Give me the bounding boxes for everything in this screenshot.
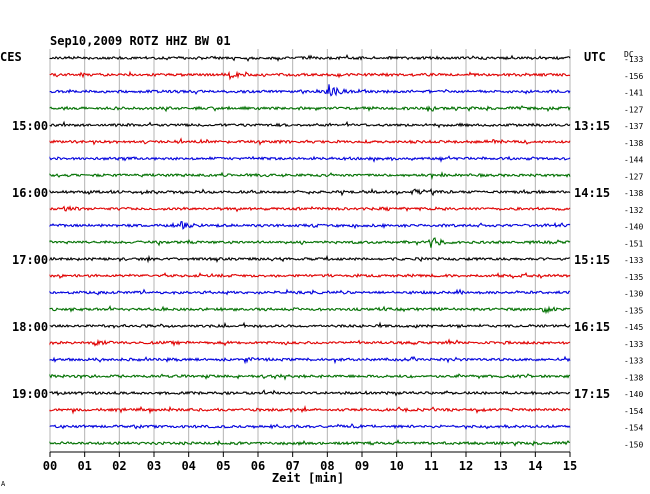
x-tick-label: 12 <box>459 459 473 473</box>
trace-7 <box>49 171 571 181</box>
x-axis-label: Zeit [min] <box>272 471 344 485</box>
left-hour-labels: 15:00 16:00 17:00 18:00 19:00 <box>12 119 48 401</box>
dc-offset-label: -154 <box>624 424 643 433</box>
dc-offset-label: -140 <box>624 390 643 399</box>
dc-offset-label: -133 <box>624 256 643 265</box>
trace-17 <box>49 338 571 347</box>
trace-10 <box>49 221 571 230</box>
trace-22 <box>49 423 571 431</box>
trace-4 <box>49 120 571 129</box>
trace-group <box>49 53 571 447</box>
right-hour-label: 14:15 <box>574 186 610 200</box>
dc-offset-label: -138 <box>624 373 643 382</box>
dc-offset-label: -133 <box>624 55 643 64</box>
dc-offset-label: -151 <box>624 239 643 248</box>
x-tick-label: 10 <box>389 459 403 473</box>
trace-13 <box>49 271 571 280</box>
dc-offset-label: -127 <box>624 105 643 114</box>
dc-offset-label: -138 <box>624 189 643 198</box>
x-tick-label: 07 <box>285 459 299 473</box>
left-hour-label: 16:00 <box>12 186 48 200</box>
dc-offset-label: -132 <box>624 206 643 215</box>
trace-16 <box>49 321 571 329</box>
dc-offset-label: -137 <box>624 122 643 131</box>
left-hour-label: 19:00 <box>12 387 48 401</box>
dc-offset-labels: -133 -156 -141 -127 -137 -138 -144 -127 -138 -132… <box>624 55 643 449</box>
left-hour-label: 17:00 <box>12 253 48 267</box>
dc-offset-label: -135 <box>624 273 643 282</box>
dc-offset-label: -130 <box>624 290 643 299</box>
trace-5 <box>49 137 571 146</box>
trace-9 <box>49 205 571 213</box>
right-hour-label: 16:15 <box>574 320 610 334</box>
dc-offset-label: -156 <box>624 72 643 81</box>
chart-title: Sep10,2009 ROTZ HHZ BW 01 <box>50 34 231 48</box>
trace-14 <box>49 288 571 296</box>
dc-offset-label: -144 <box>624 156 643 165</box>
dc-offset-label: -150 <box>624 440 643 449</box>
minute-grid <box>49 49 571 457</box>
dc-offset-label: -138 <box>624 139 643 148</box>
x-tick-label: 08 <box>320 459 334 473</box>
trace-11 <box>49 237 571 248</box>
trace-23 <box>49 439 571 447</box>
dc-offset-label: -154 <box>624 407 643 416</box>
right-hour-labels: 13:15 14:15 15:15 16:15 17:15 <box>574 119 610 401</box>
dc-offset-label: -141 <box>624 89 643 98</box>
x-tick-label: 15 <box>563 459 577 473</box>
x-tick-label: 14 <box>528 459 542 473</box>
trace-6 <box>49 155 571 163</box>
right-zone-label: UTC <box>584 50 606 64</box>
dc-offset-label: -133 <box>624 340 643 349</box>
x-tick-label: 09 <box>355 459 369 473</box>
trace-15 <box>49 304 571 315</box>
right-hour-label: 17:15 <box>574 387 610 401</box>
trace-1 <box>49 70 571 81</box>
right-hour-label: 15:15 <box>574 253 610 267</box>
x-tick-label: 11 <box>424 459 438 473</box>
trace-20 <box>49 389 571 397</box>
dc-offset-label: -127 <box>624 172 643 181</box>
x-tick-labels: 00 01 02 03 04 05 06 07 08 09 10 11 12 13 14 15 <box>43 459 577 473</box>
x-tick-label: 04 <box>181 459 195 473</box>
trace-2 <box>49 84 571 97</box>
trace-0 <box>49 53 571 62</box>
trace-8 <box>49 187 571 197</box>
x-tick-label: 06 <box>251 459 265 473</box>
dc-offset-label: -140 <box>624 223 643 232</box>
trace-19 <box>49 373 571 381</box>
left-zone-label: CES <box>0 50 22 64</box>
trace-21 <box>49 405 571 415</box>
x-tick-label: 00 <box>43 459 57 473</box>
left-hour-label: 18:00 <box>12 320 48 334</box>
x-tick-label: 13 <box>493 459 507 473</box>
dc-header: DC <box>624 50 634 59</box>
x-tick-label: 01 <box>77 459 91 473</box>
left-hour-label: 15:00 <box>12 119 48 133</box>
trace-12 <box>49 254 571 264</box>
dc-offset-label: -133 <box>624 357 643 366</box>
trace-18 <box>49 355 571 365</box>
trace-3 <box>49 105 571 113</box>
dc-offset-label: -145 <box>624 323 643 332</box>
corner-mark: A <box>1 480 6 488</box>
x-tick-label: 03 <box>147 459 161 473</box>
x-tick-label: 05 <box>216 459 230 473</box>
x-tick-label: 02 <box>112 459 126 473</box>
dc-offset-label: -135 <box>624 306 643 315</box>
right-hour-label: 13:15 <box>574 119 610 133</box>
